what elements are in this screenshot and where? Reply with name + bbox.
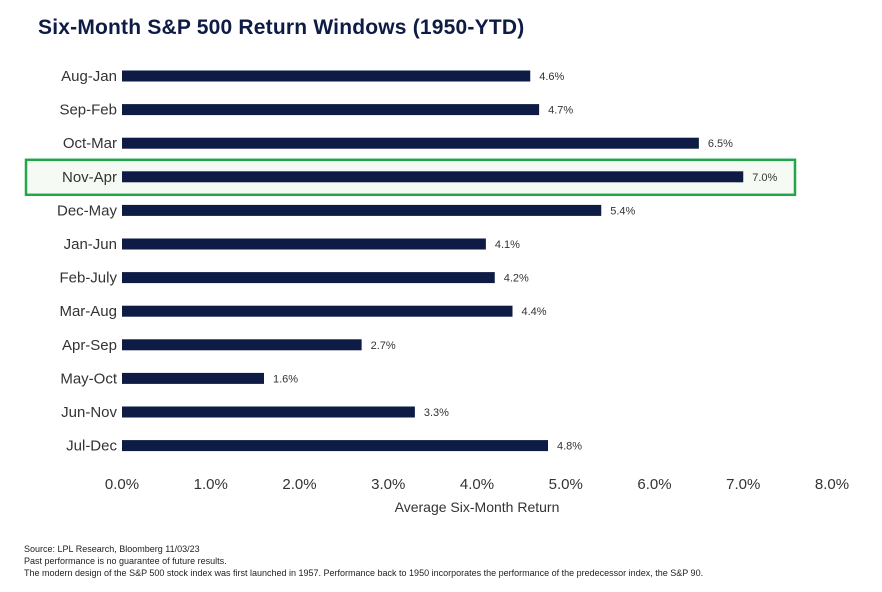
value-labels: 4.6% 4.7% 6.5% 7.0% 5.4% 4.1% 4.2% 4.4% 2.7% 1.6%… [273, 71, 778, 453]
value-label-feb-july: 4.2% [504, 273, 529, 285]
category-label-mar-aug: Mar-Aug [59, 303, 117, 320]
x-tick-label: 4.0% [460, 476, 494, 493]
bar-may-oct [122, 372, 264, 384]
x-tick-label: 6.0% [637, 476, 671, 493]
x-axis-title: Average Six-Month Return [395, 499, 560, 515]
x-tick-label: 7.0% [726, 476, 760, 493]
chart-title: Six-Month S&P 500 Return Windows (1950-Y… [38, 16, 525, 39]
category-label-jul-dec: Jul-Dec [66, 438, 117, 455]
category-label-nov-apr: Nov-Apr [62, 169, 117, 186]
value-label-may-oct: 1.6% [273, 373, 298, 385]
value-label-apr-sep: 2.7% [371, 340, 396, 352]
value-label-aug-jan: 4.6% [539, 71, 564, 83]
value-label-sep-feb: 4.7% [548, 105, 573, 117]
category-label-dec-may: Dec-May [57, 202, 118, 219]
x-tick-label: 1.0% [194, 476, 228, 493]
bar-jul-dec [122, 440, 548, 452]
footer-note: The modern design of the S&P 500 stock i… [24, 568, 704, 578]
category-label-apr-sep: Apr-Sep [62, 337, 117, 354]
x-tick-label: 0.0% [105, 476, 139, 493]
bar-dec-may [122, 204, 602, 216]
category-label-may-oct: May-Oct [60, 370, 118, 387]
x-tick-label: 3.0% [371, 476, 405, 493]
value-label-oct-mar: 6.5% [708, 138, 733, 150]
bar-chart: Aug-Jan Sep-Feb Oct-Mar Nov-Apr Dec-May Jan-J… [24, 68, 849, 515]
category-label-sep-feb: Sep-Feb [59, 102, 117, 119]
bar-nov-apr [122, 171, 744, 183]
category-label-jan-jun: Jan-Jun [64, 236, 117, 253]
value-label-jul-dec: 4.8% [557, 441, 582, 453]
category-labels: Aug-Jan Sep-Feb Oct-Mar Nov-Apr Dec-May Jan-J… [57, 68, 118, 455]
bar-aug-jan [122, 70, 531, 82]
bar-oct-mar [122, 137, 699, 149]
x-tick-label: 8.0% [815, 476, 849, 493]
bar-jun-nov [122, 406, 415, 418]
bar-feb-july [122, 272, 495, 284]
bars-group [122, 70, 744, 452]
bar-apr-sep [122, 339, 362, 351]
category-label-oct-mar: Oct-Mar [63, 135, 117, 152]
bar-mar-aug [122, 305, 513, 317]
category-label-jun-nov: Jun-Nov [61, 404, 117, 421]
footer-source: Source: LPL Research, Bloomberg 11/03/23 [24, 544, 200, 554]
bar-sep-feb [122, 104, 540, 116]
category-label-aug-jan: Aug-Jan [61, 68, 117, 85]
x-tick-label: 5.0% [549, 476, 583, 493]
value-label-jan-jun: 4.1% [495, 239, 520, 251]
footer: Source: LPL Research, Bloomberg 11/03/23… [24, 543, 703, 579]
bar-jan-jun [122, 238, 486, 250]
category-label-feb-july: Feb-July [59, 270, 117, 287]
footer-disclaimer: Past performance is no guarantee of futu… [24, 556, 227, 566]
x-tick-label: 2.0% [282, 476, 316, 493]
value-label-dec-may: 5.4% [610, 205, 635, 217]
value-label-mar-aug: 4.4% [522, 306, 547, 318]
x-tick-labels: 0.0% 1.0% 2.0% 3.0% 4.0% 5.0% 6.0% 7.0% 8.0% [105, 476, 849, 493]
value-label-jun-nov: 3.3% [424, 407, 449, 419]
value-label-nov-apr: 7.0% [752, 172, 777, 184]
